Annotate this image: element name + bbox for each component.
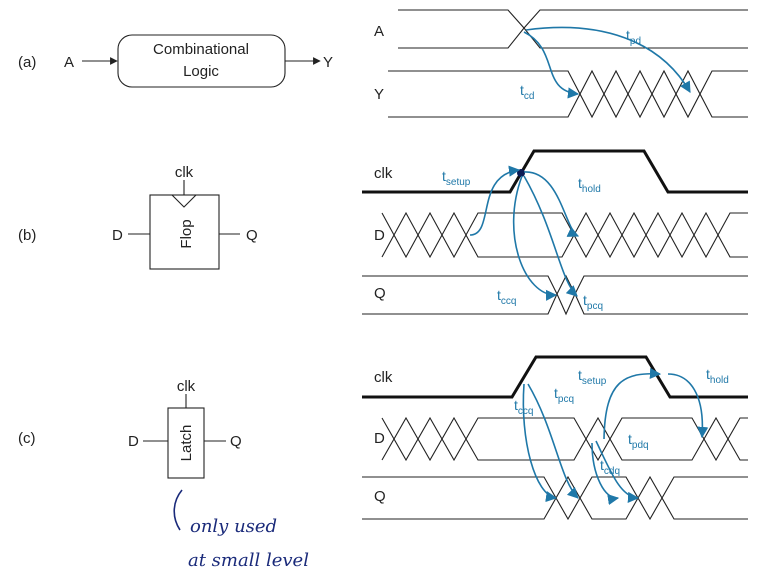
comb-input-label: A [64, 54, 74, 71]
tsetup-b-label: tsetup [442, 168, 471, 188]
handwritten-line1: only used [190, 516, 277, 537]
row-c-label: (c) [18, 430, 36, 447]
row-a-label: (a) [18, 54, 36, 71]
tpd-arrow [525, 26, 691, 93]
row-c: (c) D clk Latch Q clk D Q tccq tpcq ts [18, 355, 748, 521]
tsetup-b-arrow [469, 165, 521, 236]
latch-output-label: Q [230, 433, 242, 450]
tsetup-c-label: tsetup [578, 367, 607, 387]
row-b-label: (b) [18, 227, 36, 244]
signal-d-b-label: D [374, 227, 385, 244]
row-b: (b) D clk Flop Q clk D Q tsetup thold [18, 149, 748, 316]
tpcq-b-arrow [523, 175, 578, 297]
signal-q-b-wave [362, 274, 748, 316]
flop-input-label: D [112, 227, 123, 244]
handwritten-bracket [173, 489, 183, 531]
latch-name: Latch [178, 425, 195, 462]
latch-clock-label: clk [177, 378, 196, 395]
comb-logic-line1: Combinational [153, 41, 249, 58]
signal-a-wave-top [398, 9, 748, 29]
thold-b-arrow [523, 171, 580, 237]
handwritten-note: only used at small level [173, 489, 309, 571]
tcdq-c-arrow [591, 442, 620, 506]
thold-c-label: thold [706, 366, 729, 386]
signal-a-wave-bottom [398, 27, 748, 49]
thold-b-label: thold [578, 175, 601, 195]
tccq-b-arrow [512, 175, 558, 301]
signal-d-c-wave [381, 416, 748, 462]
signal-q-c-label: Q [374, 488, 386, 505]
tcd-arrow [523, 31, 580, 99]
tccq-c-arrow [522, 383, 558, 503]
signal-y-wave [388, 69, 748, 119]
signal-q-b-label: Q [374, 285, 386, 302]
tsetup-c-arrow [603, 367, 662, 440]
comb-logic-line2: Logic [183, 63, 219, 80]
signal-a-label: A [374, 23, 384, 40]
latch-input-label: D [128, 433, 139, 450]
tpdq-c-arrow [595, 440, 640, 504]
tccq-c-label: tccq [514, 397, 533, 417]
signal-clk-b-wave [362, 149, 748, 194]
signal-d-b-wave [381, 211, 748, 259]
signal-y-label: Y [374, 86, 384, 103]
handwritten-line2: at small level [188, 550, 309, 571]
tpcq-c-label: tpcq [554, 385, 574, 405]
flop-output-label: Q [246, 227, 258, 244]
comb-output-label: Y [323, 54, 333, 71]
tpd-label: tpd [626, 27, 641, 47]
flop-clock-label: clk [175, 164, 194, 181]
flop-clock-triangle [171, 194, 197, 208]
signal-d-c-label: D [374, 430, 385, 447]
tcdq-c-label: tcdq [600, 457, 620, 477]
signal-clk-c-wave [362, 355, 748, 399]
tpcq-c-arrow [527, 383, 579, 499]
tcd-label: tcd [520, 82, 534, 102]
signal-clk-b-label: clk [374, 165, 393, 182]
tpcq-b-label: tpcq [583, 292, 603, 312]
tccq-b-label: tccq [497, 287, 516, 307]
thold-c-arrow [667, 373, 709, 439]
tpdq-c-label: tpdq [628, 431, 649, 451]
signal-clk-c-label: clk [374, 369, 393, 386]
row-a: (a) A Combinational Logic Y A Y tpd tcd [18, 9, 748, 119]
flop-name: Flop [178, 219, 195, 248]
